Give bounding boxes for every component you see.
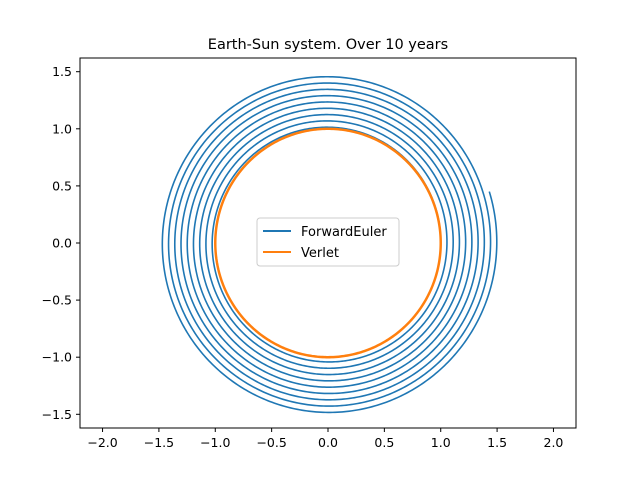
y-tick-label: 1.5 — [52, 64, 72, 79]
y-tick-label: −0.5 — [42, 293, 72, 308]
chart-title: Earth-Sun system. Over 10 years — [208, 37, 448, 53]
y-tick-label: −1.5 — [42, 407, 72, 422]
x-tick-label: −2.0 — [87, 435, 117, 450]
legend: ForwardEuler Verlet — [256, 217, 400, 267]
legend-label-verlet: Verlet — [301, 246, 339, 261]
x-tick-label: −0.5 — [256, 435, 286, 450]
y-tick-label: 0.0 — [52, 236, 72, 251]
x-tick-label: −1.0 — [200, 435, 230, 450]
series-line-verlet — [214, 127, 442, 359]
legend-label-forwardeuler: ForwardEuler — [301, 225, 387, 240]
y-tick-label: 1.0 — [52, 121, 72, 136]
plot-area — [161, 75, 498, 414]
x-tick-label: 1.0 — [431, 435, 451, 450]
y-tick-label: −1.0 — [42, 350, 72, 365]
x-tick-label: 0.0 — [318, 435, 338, 450]
x-tick-label: 0.5 — [374, 435, 394, 450]
x-tick-label: 2.0 — [544, 435, 564, 450]
y-tick-label: 0.5 — [52, 178, 72, 193]
x-tick-label: 1.5 — [487, 435, 507, 450]
x-axis: −2.0 −1.5 −1.0 −0.5 0.0 0.5 1.0 1.5 2.0 — [87, 428, 563, 450]
x-tick-label: −1.5 — [144, 435, 174, 450]
series-line-forwardeuler — [161, 75, 498, 414]
legend-box — [256, 217, 400, 267]
y-axis: −1.5 −1.0 −0.5 0.0 0.5 1.0 1.5 — [42, 64, 80, 422]
